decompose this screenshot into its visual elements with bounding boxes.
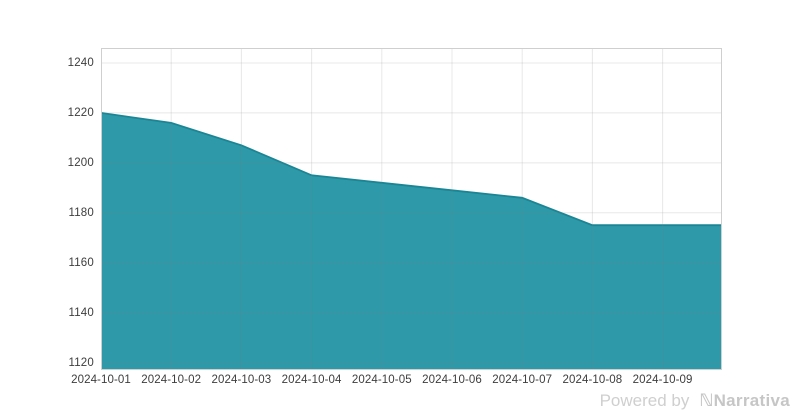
y-axis-tick-label: 1220 [67, 106, 94, 119]
x-axis-tick-label: 2024-10-06 [422, 374, 482, 386]
y-axis-tick-label: 1140 [68, 306, 94, 319]
x-axis-tick-label: 2024-10-08 [562, 374, 623, 386]
x-axis-tick-label: 2024-10-09 [632, 374, 693, 386]
narrativa-brand-text: Narrativa [713, 391, 790, 410]
x-axis-tick-label: 2024-10-05 [351, 374, 412, 386]
x-axis-tick-label: 2024-10-03 [211, 374, 272, 386]
y-axis-tick-label: 1180 [68, 206, 94, 219]
plot-area [101, 48, 722, 370]
watermark: Powered by ℕNarrativa [600, 391, 790, 411]
x-axis-tick-label: 2024-10-07 [492, 374, 553, 386]
area-series-line [101, 112, 722, 227]
y-axis-tick-label: 1160 [68, 256, 94, 269]
area-chart-svg [101, 48, 722, 370]
x-axis-tick-label: 2024-10-04 [281, 374, 342, 386]
x-axis-tick-label: 2024-10-02 [141, 374, 202, 386]
y-axis-tick-label: 1240 [67, 56, 94, 69]
y-axis-tick-label: 1200 [67, 156, 94, 169]
plot-border [101, 48, 722, 370]
area-series-fill [101, 112, 722, 370]
x-axis-tick-label: 2024-10-01 [71, 374, 131, 386]
y-axis-tick-label: 1120 [68, 356, 94, 369]
narrativa-logo-icon: ℕ [699, 391, 714, 410]
powered-by-text: Powered by [599, 391, 690, 410]
